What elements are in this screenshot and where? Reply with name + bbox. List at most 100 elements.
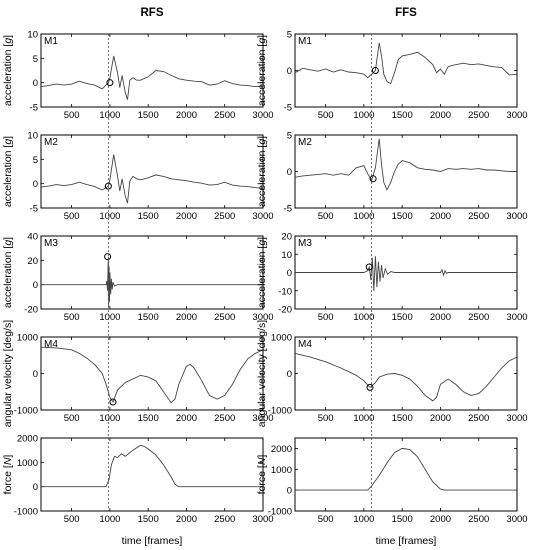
x-tick-label: 3000: [252, 312, 273, 323]
x-tick-label: 2500: [468, 110, 489, 121]
panel-ffs-m1: 500 1000 1500 2000 2500 3000 -5 0 5 acceleration …: [256, 30, 528, 122]
plot-frame: [294, 437, 518, 512]
y-tick-label: 20: [27, 256, 38, 267]
column-title-ffs: FFS: [395, 7, 417, 19]
y-axis-label: acceleration [g]: [2, 35, 14, 106]
panel-rfs-force: 500 1000 1500 2000 2500 3000-1000010002000for…: [2, 434, 274, 526]
y-tick-label: 0: [33, 369, 38, 380]
x-tick-label: 2000: [430, 413, 451, 424]
series-line: [295, 447, 517, 491]
y-axis-label: force [N]: [256, 455, 268, 495]
panel-label: M2: [44, 137, 58, 148]
x-tick-label: 2000: [176, 211, 197, 222]
x-tick-label: 3000: [506, 110, 527, 121]
y-axis-label: acceleration [g]: [256, 136, 268, 207]
x-tick-label: 2500: [468, 312, 489, 323]
x-tick-label: 2000: [430, 312, 451, 323]
y-tick-label: -20: [24, 305, 38, 316]
x-tick-label: 2500: [468, 211, 489, 222]
column-title-rfs: RFS: [141, 7, 164, 19]
y-tick-label: 1000: [271, 465, 292, 476]
series-line: [294, 138, 517, 191]
x-tick-label: 1500: [392, 211, 413, 222]
y-axis-label: angular velocity [deg/s]: [2, 320, 14, 427]
x-tick-label: 1000: [99, 110, 120, 121]
plot-frame: [40, 33, 264, 108]
x-tick-label: 2000: [430, 514, 451, 525]
panel-ffs-force: 500 1000 1500 2000 2500 3000-1000010002000for…: [256, 437, 528, 525]
x-axis-label-ffs: time [frames]: [376, 535, 437, 547]
x-tick-label: 1500: [392, 514, 413, 525]
x-tick-label: 2000: [430, 110, 451, 121]
y-axis-label: acceleration [g]: [256, 237, 268, 308]
y-axis-label: force [N]: [2, 455, 14, 495]
y-tick-label: -5: [284, 204, 292, 215]
x-tick-label: 2000: [176, 312, 197, 323]
y-tick-label: 1000: [17, 333, 38, 344]
x-tick-label: 500: [64, 514, 80, 525]
x-tick-label: 3000: [506, 514, 527, 525]
x-tick-label: 500: [64, 312, 80, 323]
y-tick-label: -1000: [14, 507, 38, 518]
x-tick-label: 2000: [176, 413, 197, 424]
panel-rfs-m4: 500 1000 1500 2000 2500 3000-100001000angular…: [2, 320, 274, 427]
x-tick-label: 500: [64, 110, 80, 121]
x-tick-label: 3000: [252, 110, 273, 121]
panels: 500 1000 1500 2000 2500 3000-50510acceleratio…: [2, 30, 528, 526]
x-tick-label: 2500: [214, 110, 235, 121]
y-tick-label: -1000: [268, 406, 292, 417]
event-marker: [369, 175, 377, 183]
x-tick-label: 1500: [392, 110, 413, 121]
x-tick-label: 2500: [468, 413, 489, 424]
series-line: [294, 352, 518, 402]
y-tick-label: -5: [30, 204, 38, 215]
y-tick-label: 2000: [271, 444, 292, 455]
panel-label: M1: [298, 36, 312, 47]
y-axis-label: acceleration [g]: [256, 35, 268, 106]
y-axis-label: angular velocity [deg/s]: [256, 320, 268, 427]
y-tick-label: 1000: [271, 333, 292, 344]
x-tick-label: 2500: [214, 312, 235, 323]
x-tick-label: 1500: [138, 413, 159, 424]
event-marker: [106, 79, 114, 87]
y-tick-label: 0: [287, 268, 292, 279]
y-tick-label: 0: [33, 179, 38, 190]
x-tick-label: 1500: [392, 413, 413, 424]
event-marker: [366, 383, 374, 391]
y-tick-label: 5: [33, 54, 38, 65]
x-tick-label: 1500: [392, 312, 413, 323]
series-line: [41, 256, 263, 307]
series-line: [294, 42, 518, 85]
panel-rfs-m2: 500 1000 1500 2000 2500 3000 -5 0 5 10 acceleratio…: [2, 131, 274, 223]
series-line: [40, 154, 264, 204]
plot-frame: [40, 437, 264, 512]
y-tick-label: 10: [281, 250, 292, 261]
plot-frame: [294, 134, 518, 209]
panel-ffs-m3: 500 1000 1500 2000 2500 3000 -20 -10 0 10 20 accele…: [256, 232, 528, 324]
plot-frame: [294, 33, 518, 108]
event-marker: [365, 263, 373, 271]
y-tick-label: 0: [33, 280, 38, 291]
y-axis-label: acceleration [g]: [2, 237, 14, 308]
panel-label: M1: [44, 36, 58, 47]
series-line: [41, 444, 263, 488]
y-tick-label: 1000: [17, 458, 38, 469]
panel-label: M2: [298, 137, 312, 148]
x-tick-label: 1000: [99, 413, 120, 424]
y-tick-label: -5: [30, 103, 38, 114]
y-tick-label: 0: [287, 167, 292, 178]
x-tick-label: 3000: [506, 211, 527, 222]
x-axis-label-rfs: time [frames]: [122, 535, 183, 547]
x-tick-label: 2500: [214, 211, 235, 222]
y-tick-label: -1000: [14, 406, 38, 417]
plot-frame: [40, 336, 264, 411]
y-tick-label: 10: [27, 30, 38, 41]
x-tick-label: 2000: [176, 110, 197, 121]
y-tick-label: 0: [287, 66, 292, 77]
plot-frame: [40, 235, 264, 310]
x-tick-label: 3000: [252, 514, 273, 525]
x-tick-label: 1000: [99, 514, 120, 525]
x-tick-label: 500: [64, 413, 80, 424]
x-tick-label: 2500: [214, 514, 235, 525]
